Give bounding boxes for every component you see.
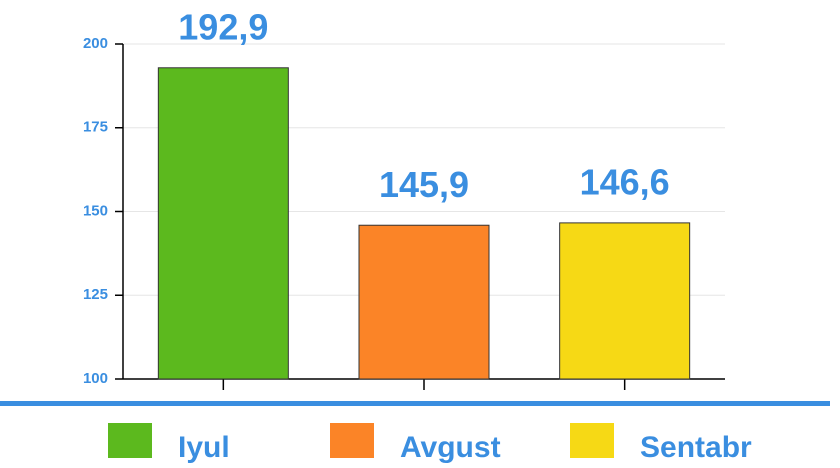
legend-swatch	[570, 423, 614, 458]
y-tick-label: 200	[83, 35, 108, 52]
legend-label: Sentabr	[640, 431, 752, 464]
y-tick-label: 150	[83, 202, 108, 219]
legend-swatch	[108, 423, 152, 458]
legend-label: Iyul	[178, 431, 230, 464]
legend-swatch	[330, 423, 374, 458]
y-tick-label: 100	[83, 370, 108, 387]
data-label: 145,9	[379, 164, 469, 205]
bar	[157, 67, 289, 380]
y-tick-label: 175	[83, 119, 108, 136]
legend-label: Avgust	[400, 431, 501, 464]
data-label: 192,9	[178, 6, 268, 47]
bar	[559, 222, 691, 380]
separator	[0, 401, 830, 406]
data-label: 146,6	[580, 161, 670, 202]
y-tick-label: 125	[83, 286, 108, 303]
bar	[358, 224, 490, 380]
